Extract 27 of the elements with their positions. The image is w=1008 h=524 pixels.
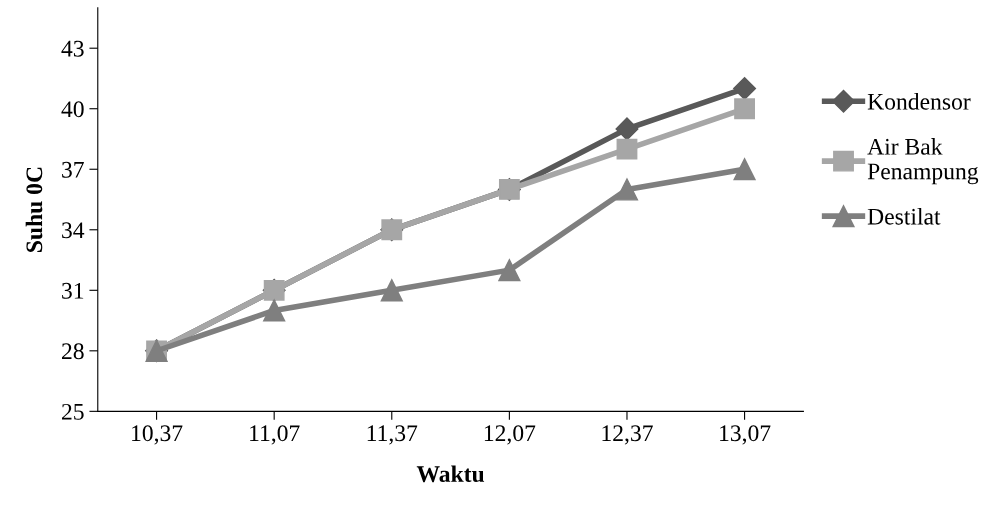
y-tick-label: 28 — [62, 343, 84, 360]
legend-label: Air Bak Penampung — [867, 138, 979, 185]
y-tick-label: 31 — [62, 282, 84, 299]
y-tick-label: 40 — [61, 101, 84, 118]
point — [380, 279, 403, 302]
legend-label: Destilat — [867, 208, 941, 225]
point — [733, 77, 757, 101]
point — [733, 158, 756, 181]
x-axis-title: Waktu — [416, 465, 485, 483]
point — [615, 178, 639, 201]
point — [263, 299, 286, 322]
point — [498, 259, 521, 282]
x-tick-label: 10,37 — [132, 425, 183, 445]
y-axis-title: Suhu 0C — [25, 167, 43, 252]
legend-label: Kondensor — [867, 93, 971, 110]
y-tick-label: 43 — [61, 40, 84, 57]
y-tick-label: 25 — [62, 403, 84, 420]
y-tick-label: 34 — [62, 222, 85, 239]
point — [734, 98, 755, 120]
x-tick-label: 12,07 — [484, 425, 536, 445]
point — [616, 138, 638, 160]
point — [615, 117, 639, 141]
x-tick-label: 11,37 — [367, 425, 418, 445]
x-tick-label: 11,07 — [250, 425, 300, 445]
y-tick-label: 37 — [62, 161, 84, 178]
x-tick-label: 12,37 — [602, 425, 653, 445]
x-tick-label: 13,07 — [720, 425, 771, 445]
